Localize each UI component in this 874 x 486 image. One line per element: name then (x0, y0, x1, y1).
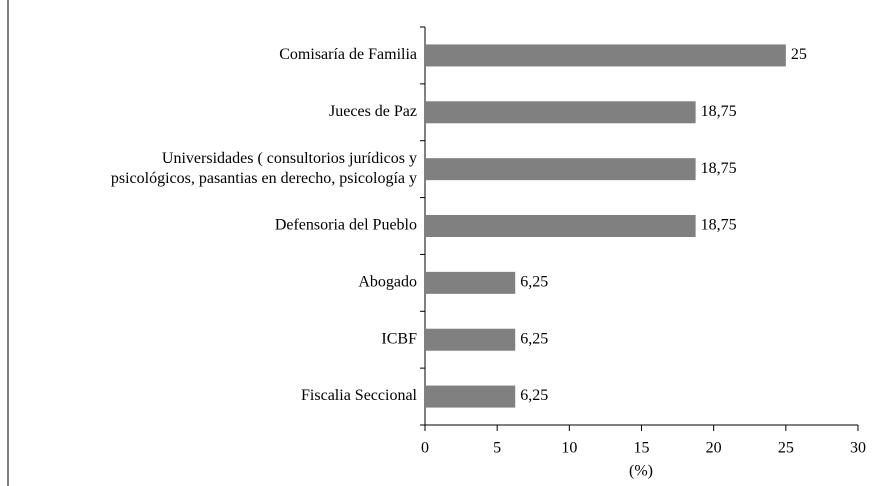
y-tick-label: Jueces de Paz (329, 103, 417, 120)
value-label: 6,25 (520, 387, 548, 404)
x-tick-label: 25 (778, 440, 794, 457)
value-label: 25 (791, 46, 807, 63)
bar (425, 101, 696, 124)
x-tick-label: 5 (493, 440, 501, 457)
bar (425, 271, 516, 294)
y-tick-label: ICBF (381, 330, 417, 347)
y-tick-label: Defensoria del Pueblo (275, 217, 417, 234)
bar (425, 215, 696, 237)
value-label: 6,25 (520, 274, 548, 291)
y-tick-label: Universidades ( consultorios jurídicos y… (111, 150, 417, 187)
bar (425, 328, 516, 351)
bar (425, 44, 786, 67)
value-label: 6,25 (520, 330, 548, 347)
x-axis-label: (%) (629, 463, 653, 480)
x-tick-label: 10 (561, 440, 577, 457)
x-tick-label: 15 (634, 440, 650, 457)
y-tick-label: Fiscalia Seccional (301, 387, 418, 404)
bar (425, 385, 516, 408)
y-tick-label: Abogado (358, 274, 417, 291)
value-label: 18,75 (701, 217, 737, 234)
y-tick-label: Comisaría de Familia (279, 46, 417, 63)
x-tick-label: 30 (850, 440, 866, 457)
x-tick-label: 20 (706, 440, 722, 457)
x-tick-label: 0 (421, 440, 429, 457)
bar (425, 158, 696, 181)
value-label: 18,75 (701, 160, 737, 177)
value-label: 18,75 (701, 103, 737, 120)
